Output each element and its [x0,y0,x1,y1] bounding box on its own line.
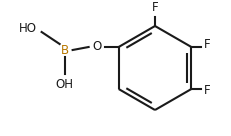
Text: F: F [204,84,210,98]
Text: OH: OH [55,78,73,91]
Text: B: B [60,44,68,56]
Text: HO: HO [18,21,36,35]
Text: F: F [151,1,158,14]
Text: O: O [92,41,101,53]
Text: F: F [204,38,210,52]
